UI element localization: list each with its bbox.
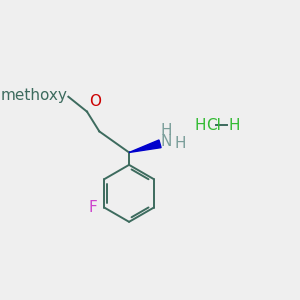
Polygon shape — [129, 140, 161, 152]
Text: F: F — [88, 200, 97, 215]
Text: O: O — [89, 94, 101, 109]
Text: H: H — [174, 136, 186, 151]
Text: H: H — [228, 118, 240, 133]
Text: N: N — [160, 134, 172, 149]
Text: methoxy: methoxy — [0, 88, 67, 103]
Text: H: H — [195, 118, 206, 133]
Text: H: H — [160, 123, 172, 138]
Text: Cl: Cl — [206, 118, 221, 133]
